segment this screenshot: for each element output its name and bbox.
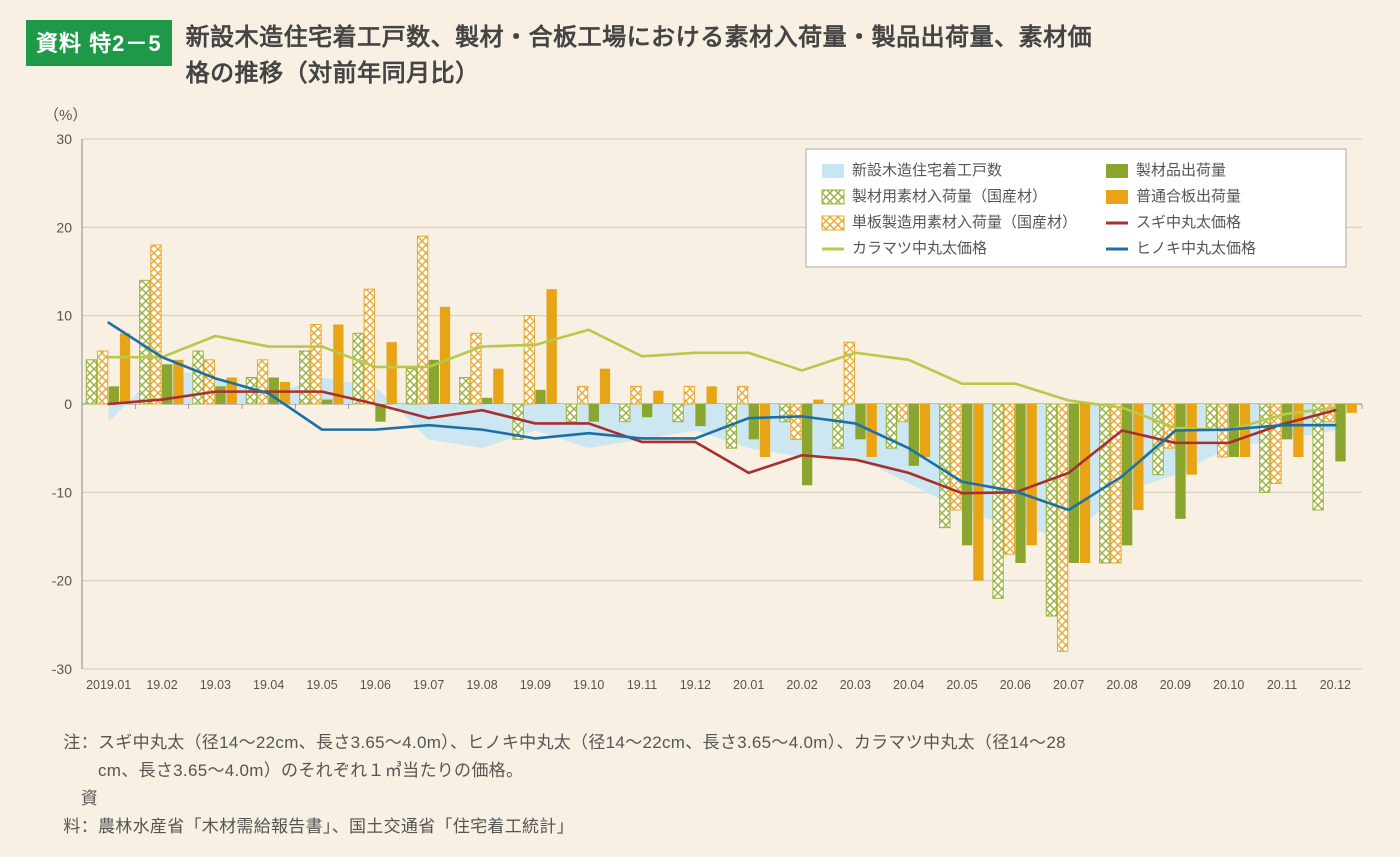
- svg-text:19.07: 19.07: [413, 678, 444, 692]
- svg-text:20.09: 20.09: [1160, 678, 1191, 692]
- svg-text:20.04: 20.04: [893, 678, 924, 692]
- svg-text:19.12: 19.12: [680, 678, 711, 692]
- figure-badge: 資料 特2－5: [26, 20, 172, 66]
- svg-text:新設木造住宅着工戸数: 新設木造住宅着工戸数: [852, 162, 1002, 179]
- svg-text:0: 0: [64, 396, 72, 412]
- svg-text:20.06: 20.06: [1000, 678, 1031, 692]
- svg-text:-20: -20: [52, 573, 72, 589]
- svg-text:19.03: 19.03: [200, 678, 231, 692]
- svg-text:20.05: 20.05: [946, 678, 977, 692]
- svg-text:10: 10: [56, 308, 72, 324]
- svg-text:単板製造用素材入荷量（国産材）: 単板製造用素材入荷量（国産材）: [852, 213, 1077, 231]
- svg-text:19.05: 19.05: [306, 678, 337, 692]
- svg-text:20: 20: [56, 219, 72, 235]
- note-text-1: スギ中丸太（径14～22cm、長さ3.65～4.0m）、ヒノキ中丸太（径14～2…: [98, 733, 1066, 752]
- svg-text:19.11: 19.11: [627, 678, 657, 692]
- chart: -30 -20 -10 0 10 20 30 2019.01 19.02 19.03 19.04 19…: [26, 125, 1374, 715]
- chart-svg: -30 -20 -10 0 10 20 30 2019.01 19.02 19.03 19.04 19…: [26, 125, 1374, 715]
- svg-text:普通合板出荷量: 普通合板出荷量: [1136, 187, 1241, 205]
- svg-text:-30: -30: [52, 661, 72, 677]
- svg-text:20.01: 20.01: [733, 678, 764, 692]
- svg-text:製材用素材入荷量（国産材）: 製材用素材入荷量（国産材）: [852, 188, 1047, 205]
- footnotes: 注：スギ中丸太（径14～22cm、長さ3.65～4.0m）、ヒノキ中丸太（径14…: [50, 729, 1374, 841]
- svg-text:20.03: 20.03: [840, 678, 871, 692]
- source-label: 資料：: [50, 785, 98, 841]
- note-label: 注：: [50, 729, 98, 757]
- source-text: 農林水産省「木材需給報告書」、国土交通省「住宅着工統計」: [98, 817, 574, 836]
- svg-text:30: 30: [56, 131, 72, 147]
- svg-text:19.08: 19.08: [466, 678, 497, 692]
- y-axis-unit: （%）: [44, 104, 1374, 125]
- svg-text:-10: -10: [52, 484, 72, 500]
- svg-text:20.07: 20.07: [1053, 678, 1084, 692]
- svg-text:製材品出荷量: 製材品出荷量: [1136, 162, 1226, 179]
- svg-text:カラマツ中丸太価格: カラマツ中丸太価格: [852, 240, 987, 257]
- svg-text:ヒノキ中丸太価格: ヒノキ中丸太価格: [1136, 240, 1256, 257]
- svg-text:20.11: 20.11: [1267, 678, 1297, 692]
- svg-text:20.08: 20.08: [1106, 678, 1137, 692]
- svg-text:20.10: 20.10: [1213, 678, 1244, 692]
- note-text-2: cm、長さ3.65～4.0m）のそれぞれ１㎥当たりの価格。: [98, 761, 523, 780]
- title-line-1: 新設木造住宅着工戸数、製材・合板工場における素材入荷量・製品出荷量、素材価: [186, 24, 1093, 51]
- svg-text:スギ中丸太価格: スギ中丸太価格: [1136, 214, 1241, 231]
- svg-text:19.06: 19.06: [360, 678, 391, 692]
- svg-text:20.12: 20.12: [1320, 678, 1351, 692]
- svg-text:19.09: 19.09: [520, 678, 551, 692]
- figure-title: 新設木造住宅着工戸数、製材・合板工場における素材入荷量・製品出荷量、素材価 格の…: [186, 20, 1093, 92]
- svg-text:19.10: 19.10: [573, 678, 604, 692]
- svg-text:19.02: 19.02: [146, 678, 177, 692]
- svg-text:2019.01: 2019.01: [86, 678, 131, 692]
- svg-text:19.04: 19.04: [253, 678, 284, 692]
- header: 資料 特2－5 新設木造住宅着工戸数、製材・合板工場における素材入荷量・製品出荷…: [26, 20, 1374, 92]
- title-line-2: 格の推移（対前年同月比）: [186, 60, 480, 87]
- svg-text:20.02: 20.02: [786, 678, 817, 692]
